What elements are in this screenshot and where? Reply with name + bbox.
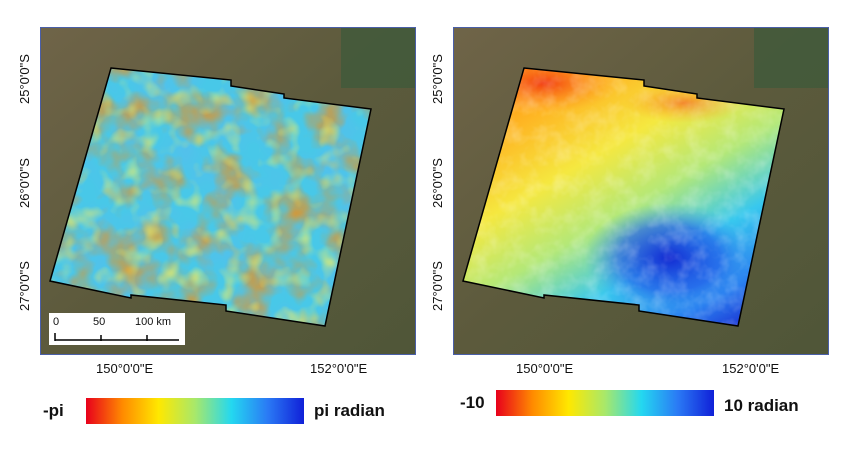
right-map-frame	[453, 27, 829, 355]
right-lon-label-152: 152°0'0"E	[722, 361, 780, 376]
left-lon-label-152: 152°0'0"E	[310, 361, 368, 376]
left-colorbar-min-label: -pi	[43, 401, 64, 420]
scale-label-100km: 100 km	[135, 316, 172, 328]
scale-label-0: 0	[53, 316, 60, 328]
right-lon-label-150: 150°0'0"E	[516, 361, 574, 376]
right-colorbar-min-label: -10	[460, 393, 485, 412]
right-colorbar	[496, 390, 714, 416]
right-lat-label-26: 26°0'0"S	[430, 158, 445, 208]
right-unwrapped-phase-map	[454, 28, 828, 354]
left-lat-label-27: 27°0'0"S	[17, 261, 32, 311]
left-colorbar	[86, 398, 304, 424]
left-lon-label-150: 150°0'0"E	[96, 361, 154, 376]
right-lat-label-27: 27°0'0"S	[430, 261, 445, 311]
left-lat-label-26: 26°0'0"S	[17, 158, 32, 208]
left-colorbar-max-label: pi radian	[314, 401, 385, 420]
left-lat-label-25: 25°0'0"S	[17, 54, 32, 104]
left-interferogram-map	[41, 28, 415, 354]
scale-label-50: 50	[93, 316, 106, 328]
right-colorbar-max-label: 10 radian	[724, 396, 799, 415]
left-scale-bar: 0 50 100 km	[49, 313, 185, 345]
left-map-frame	[40, 27, 416, 355]
right-lat-label-25: 25°0'0"S	[430, 54, 445, 104]
